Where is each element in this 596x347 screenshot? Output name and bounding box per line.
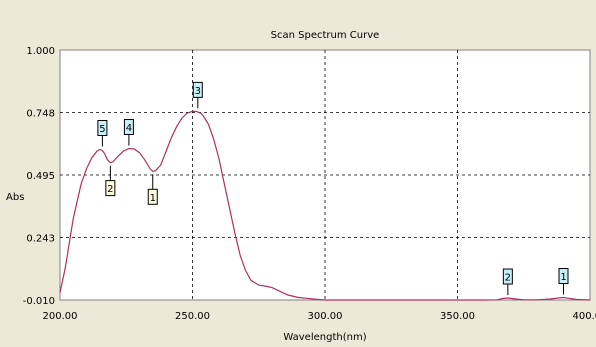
marker-label: 3 bbox=[195, 86, 201, 97]
y-tick-label: 1.000 bbox=[26, 46, 55, 57]
valley-marker: 2 bbox=[105, 165, 116, 197]
marker-label: 2 bbox=[505, 273, 511, 284]
chart-title: Scan Spectrum Curve bbox=[271, 30, 380, 41]
x-axis-label: Wavelength(nm) bbox=[283, 332, 366, 343]
peak-marker: 1 bbox=[558, 268, 569, 295]
x-tick-label: 400.00 bbox=[573, 311, 596, 322]
marker-label: 5 bbox=[99, 124, 105, 135]
marker-box bbox=[97, 120, 108, 137]
marker-label: 4 bbox=[126, 123, 132, 134]
marker-label: 1 bbox=[150, 193, 156, 204]
annotation-markers: 5 4 3 2 1 2 1 bbox=[97, 81, 569, 296]
axis-ticks: 200.00 250.00 300.00 350.00 400.00 1.000 0.748… bbox=[23, 46, 596, 322]
marker-box bbox=[502, 268, 513, 285]
y-tick-label: 0.495 bbox=[26, 171, 55, 182]
marker-box bbox=[558, 268, 569, 285]
marker-box bbox=[123, 119, 134, 136]
x-tick-label: 200.00 bbox=[43, 311, 78, 322]
x-tick-label: 250.00 bbox=[175, 311, 210, 322]
grid-lines bbox=[60, 50, 590, 300]
y-axis-label: Abs bbox=[6, 192, 24, 203]
x-tick-label: 350.00 bbox=[440, 311, 475, 322]
peak-marker: 5 bbox=[97, 120, 108, 147]
valley-marker: 1 bbox=[147, 174, 158, 205]
peak-marker: 3 bbox=[192, 81, 203, 109]
peak-marker: 4 bbox=[123, 119, 134, 146]
series-layer bbox=[59, 110, 591, 301]
spectrum-line bbox=[59, 110, 591, 301]
marker-box bbox=[105, 180, 116, 197]
marker-box bbox=[147, 188, 158, 205]
y-tick-label: 0.243 bbox=[26, 233, 55, 244]
marker-label: 1 bbox=[560, 272, 566, 283]
peak-marker: 2 bbox=[502, 268, 513, 296]
y-tick-label: 0.748 bbox=[26, 108, 55, 119]
y-tick-label: -0.010 bbox=[23, 296, 55, 307]
marker-label: 2 bbox=[107, 184, 113, 195]
marker-box bbox=[192, 81, 203, 98]
x-tick-label: 300.00 bbox=[308, 311, 343, 322]
